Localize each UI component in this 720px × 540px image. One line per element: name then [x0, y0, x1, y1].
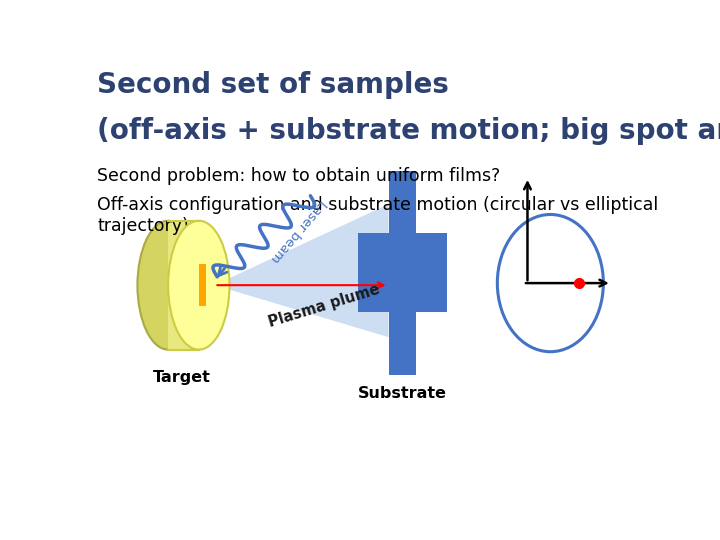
Text: Off-axis configuration and substrate motion (circular vs elliptical
trajectory): Off-axis configuration and substrate mot… — [97, 196, 659, 234]
Bar — [199, 265, 205, 306]
Bar — [168, 221, 199, 349]
Text: Second set of samples: Second set of samples — [97, 71, 449, 99]
Polygon shape — [215, 204, 389, 337]
Text: (off-axis + substrate motion; big spot area): (off-axis + substrate motion; big spot a… — [97, 117, 720, 145]
Text: Second problem: how to obtain uniform films?: Second problem: how to obtain uniform fi… — [97, 167, 500, 185]
Ellipse shape — [168, 221, 230, 349]
Bar — [358, 233, 447, 312]
Bar — [389, 171, 416, 375]
Text: Plasma plume: Plasma plume — [267, 282, 382, 330]
Ellipse shape — [138, 221, 199, 349]
Text: Substrate: Substrate — [358, 386, 447, 401]
Text: Target: Target — [153, 370, 211, 386]
Text: Laser beam: Laser beam — [268, 197, 328, 265]
